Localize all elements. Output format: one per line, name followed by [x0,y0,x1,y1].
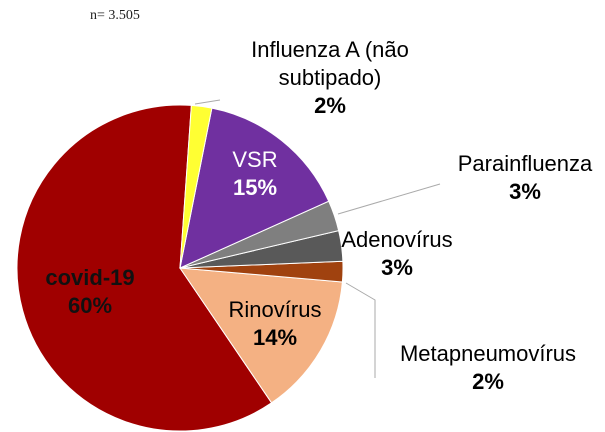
category-name: Rinovírus [228,297,322,322]
pie-slice [179,107,330,269]
category-name: Parainfluenza [457,151,593,176]
slice-label: VSR 15% [195,146,315,202]
value-label: 3% [509,179,541,204]
category-name: covid-19 [45,265,135,290]
leader-line [194,99,221,105]
leader-line [345,282,376,378]
value-label: 2% [314,93,346,118]
slice-label: covid-19 60% [20,264,160,320]
category-name: Adenovírus [341,227,453,252]
slice-label: Influenza A (não subtipado) 2% [235,36,425,120]
pie-slice [16,104,273,432]
category-name: Influenza A (não subtipado) [251,37,409,90]
pie-slice [179,104,213,269]
value-label: 14% [252,325,298,350]
category-name: VSR [232,147,278,172]
value-label: 15% [232,175,278,200]
value-label: 3% [381,255,413,280]
slice-label: Metapneumovírus 2% [368,340,605,396]
leader-line [337,183,441,215]
value-label: 2% [472,369,504,394]
category-name: Metapneumovírus [399,341,577,366]
slice-label: Rinovírus 14% [205,296,345,352]
slice-label: Adenovírus 3% [297,226,497,282]
pie-slice [178,267,343,404]
value-label: 60% [67,293,113,318]
sample-size: n= 3.505 [90,8,140,23]
slice-label: Parainfluenza 3% [425,150,605,206]
